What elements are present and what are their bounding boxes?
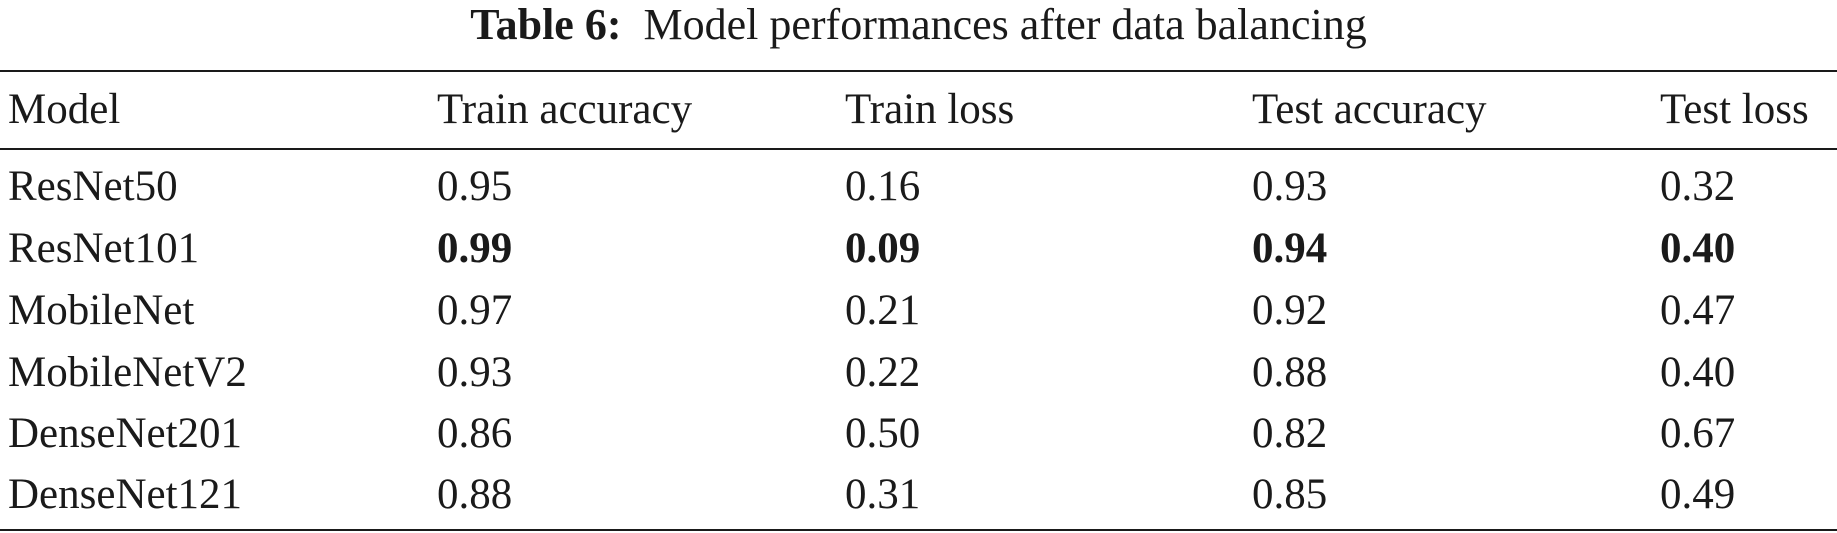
table-top-rule <box>0 70 1837 72</box>
model-name-cell: ResNet50 <box>8 163 178 210</box>
table-row: MobileNet 0.97 0.21 0.92 0.47 <box>0 281 1837 341</box>
test-loss-cell: 0.40 <box>1660 225 1736 272</box>
model-name-cell: DenseNet121 <box>8 471 243 518</box>
table-header-rule <box>0 148 1837 150</box>
header-model: Model <box>8 86 121 133</box>
test-loss-cell: 0.40 <box>1660 349 1736 396</box>
table-row: MobileNetV2 0.93 0.22 0.88 0.40 <box>0 343 1837 403</box>
table-row-best: ResNet101 0.99 0.09 0.94 0.40 <box>0 219 1837 279</box>
test-accuracy-cell: 0.92 <box>1252 287 1328 334</box>
train-loss-cell: 0.16 <box>845 163 921 210</box>
model-name-cell: DenseNet201 <box>8 410 243 457</box>
table-caption: Table 6: Model performances after data b… <box>0 0 1837 50</box>
train-loss-cell: 0.09 <box>845 225 921 272</box>
header-train-loss: Train loss <box>845 86 1015 133</box>
train-loss-cell: 0.22 <box>845 349 921 396</box>
test-accuracy-cell: 0.93 <box>1252 163 1328 210</box>
test-loss-cell: 0.47 <box>1660 287 1736 334</box>
table-caption-label: Table 6: <box>470 0 622 49</box>
table-header-row: Model Train accuracy Train loss Test acc… <box>0 80 1837 140</box>
train-accuracy-cell: 0.97 <box>437 287 513 334</box>
table-caption-text: Model performances after data balancing <box>643 0 1367 49</box>
test-accuracy-cell: 0.88 <box>1252 349 1328 396</box>
train-accuracy-cell: 0.99 <box>437 225 513 272</box>
train-loss-cell: 0.50 <box>845 410 921 457</box>
model-name-cell: MobileNetV2 <box>8 349 247 396</box>
train-loss-cell: 0.31 <box>845 471 921 518</box>
table-row: ResNet50 0.95 0.16 0.93 0.32 <box>0 157 1837 217</box>
train-accuracy-cell: 0.86 <box>437 410 513 457</box>
table-bottom-rule <box>0 529 1837 531</box>
train-accuracy-cell: 0.93 <box>437 349 513 396</box>
test-loss-cell: 0.67 <box>1660 410 1736 457</box>
table-row: DenseNet201 0.86 0.50 0.82 0.67 <box>0 404 1837 464</box>
header-test-loss: Test loss <box>1660 86 1809 133</box>
train-accuracy-cell: 0.95 <box>437 163 513 210</box>
test-accuracy-cell: 0.82 <box>1252 410 1328 457</box>
train-loss-cell: 0.21 <box>845 287 921 334</box>
model-name-cell: MobileNet <box>8 287 195 334</box>
test-accuracy-cell: 0.85 <box>1252 471 1328 518</box>
header-test-accuracy: Test accuracy <box>1252 86 1487 133</box>
test-loss-cell: 0.32 <box>1660 163 1736 210</box>
header-train-accuracy: Train accuracy <box>437 86 693 133</box>
model-name-cell: ResNet101 <box>8 225 200 272</box>
test-accuracy-cell: 0.94 <box>1252 225 1328 272</box>
table-row: DenseNet121 0.88 0.31 0.85 0.49 <box>0 465 1837 525</box>
train-accuracy-cell: 0.88 <box>437 471 513 518</box>
test-loss-cell: 0.49 <box>1660 471 1736 518</box>
